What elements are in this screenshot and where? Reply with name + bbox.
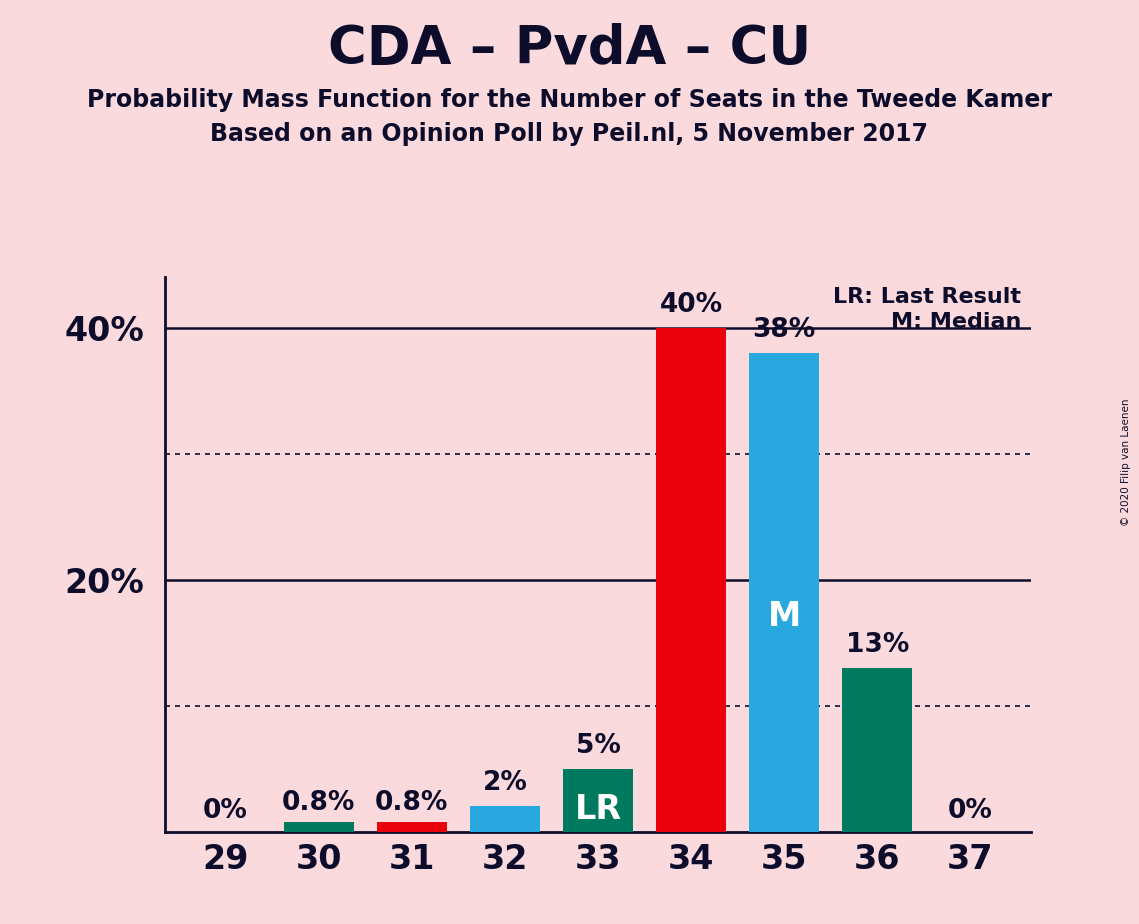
Text: 0.8%: 0.8%	[375, 790, 449, 817]
Text: LR: Last Result: LR: Last Result	[834, 287, 1022, 308]
Text: M: M	[768, 600, 801, 633]
Text: 5%: 5%	[575, 733, 621, 759]
Text: LR: LR	[574, 793, 622, 826]
Text: 38%: 38%	[753, 317, 816, 343]
Bar	[470, 807, 540, 832]
Text: 0%: 0%	[203, 798, 248, 824]
Bar	[563, 769, 633, 832]
Text: M: Median: M: Median	[891, 312, 1022, 333]
Text: © 2020 Filip van Laenen: © 2020 Filip van Laenen	[1121, 398, 1131, 526]
Text: 13%: 13%	[845, 632, 909, 658]
Bar	[377, 821, 446, 832]
Text: 0.8%: 0.8%	[282, 790, 355, 817]
Bar	[843, 668, 912, 832]
Bar	[656, 328, 726, 832]
Text: 40%: 40%	[659, 291, 722, 318]
Text: 2%: 2%	[483, 771, 527, 796]
Bar	[749, 353, 819, 832]
Bar	[284, 821, 353, 832]
Text: Based on an Opinion Poll by Peil.nl, 5 November 2017: Based on an Opinion Poll by Peil.nl, 5 N…	[211, 122, 928, 146]
Text: Probability Mass Function for the Number of Seats in the Tweede Kamer: Probability Mass Function for the Number…	[87, 88, 1052, 112]
Text: 0%: 0%	[948, 798, 993, 824]
Text: CDA – PvdA – CU: CDA – PvdA – CU	[328, 23, 811, 75]
